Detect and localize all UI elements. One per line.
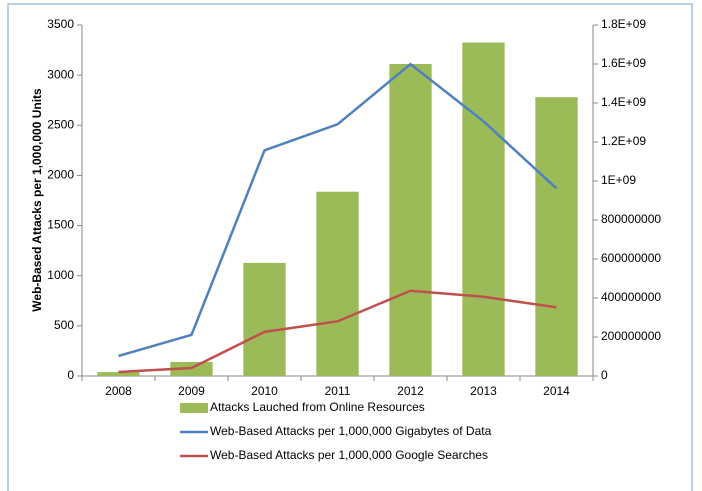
y2-tick-label: 200000000	[601, 329, 661, 343]
x-tick-label: 2008	[105, 384, 132, 398]
y2-tick-label: 400000000	[601, 290, 661, 304]
x-tick-label: 2009	[178, 384, 205, 398]
bar	[535, 97, 578, 377]
x-tick-label: 2011	[325, 384, 351, 398]
x-tick-label: 2013	[470, 384, 497, 398]
y2-tick-label: 1E+09	[601, 173, 636, 187]
legend-label: Attacks Lauched from Online Resources	[210, 400, 425, 414]
y-tick-label: 0	[67, 368, 74, 382]
y2-tick-label: 1.2E+09	[601, 134, 646, 148]
y-tick-label: 1500	[47, 218, 74, 232]
line	[118, 62, 558, 358]
y2-tick-label: 0	[601, 368, 608, 382]
y2-tick-label: 800000000	[601, 212, 661, 226]
legend-label: Web-Based Attacks per 1,000,000 Google S…	[210, 448, 488, 462]
legend-swatch	[180, 403, 208, 413]
bar	[243, 262, 286, 376]
y-tick-label: 1000	[47, 268, 74, 282]
y2-tick-label: 1.4E+09	[601, 95, 646, 109]
y-tick-label: 3000	[47, 67, 74, 81]
y-tick-label: 2500	[47, 117, 74, 131]
x-tick-label: 2012	[397, 384, 424, 398]
bar	[389, 64, 432, 376]
y2-tick-label: 1.6E+09	[601, 56, 646, 70]
legend-label: Web-Based Attacks per 1,000,000 Gigabyte…	[210, 424, 492, 438]
y2-tick-label: 600000000	[601, 251, 661, 265]
x-tick-label: 2010	[251, 384, 278, 398]
line	[118, 289, 557, 374]
bar	[462, 42, 505, 377]
x-tick-label: 2014	[543, 384, 570, 398]
y2-tick-label: 1.8E+09	[601, 17, 646, 31]
y-tick-label: 500	[54, 318, 74, 332]
y-tick-label: 3500	[47, 17, 74, 31]
bar	[97, 372, 140, 376]
y-tick-label: 2000	[47, 168, 74, 182]
y-axis-label: Web-Based Attacks per 1,000,000 Units	[30, 88, 44, 312]
bar	[316, 191, 359, 376]
